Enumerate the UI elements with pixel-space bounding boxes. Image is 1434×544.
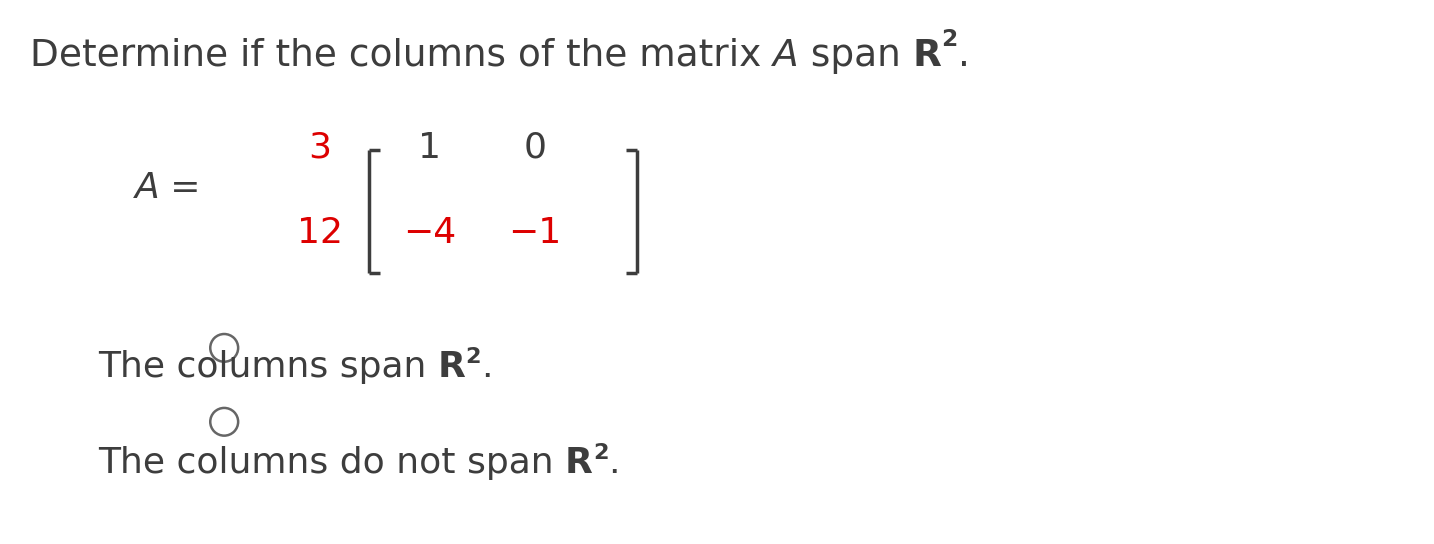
Text: Determine if the columns of the matrix: Determine if the columns of the matrix xyxy=(30,38,773,74)
Text: The columns span: The columns span xyxy=(98,350,437,384)
Text: R: R xyxy=(437,350,466,384)
Text: 1: 1 xyxy=(419,131,442,165)
Text: The columns do not span: The columns do not span xyxy=(98,446,565,480)
Text: 12: 12 xyxy=(297,216,343,250)
Text: .: . xyxy=(482,350,493,384)
Text: 3: 3 xyxy=(308,131,331,165)
Text: R: R xyxy=(565,446,594,480)
Text: 2: 2 xyxy=(594,443,608,463)
Text: R: R xyxy=(912,38,941,74)
Text: A =: A = xyxy=(135,171,202,205)
Text: A: A xyxy=(773,38,799,74)
Text: 2: 2 xyxy=(466,347,482,367)
Text: .: . xyxy=(608,446,619,480)
Text: .: . xyxy=(958,38,969,74)
Text: span: span xyxy=(799,38,912,74)
Text: 0: 0 xyxy=(523,131,546,165)
Text: −1: −1 xyxy=(509,216,562,250)
Text: −4: −4 xyxy=(403,216,456,250)
Text: 2: 2 xyxy=(941,28,958,51)
